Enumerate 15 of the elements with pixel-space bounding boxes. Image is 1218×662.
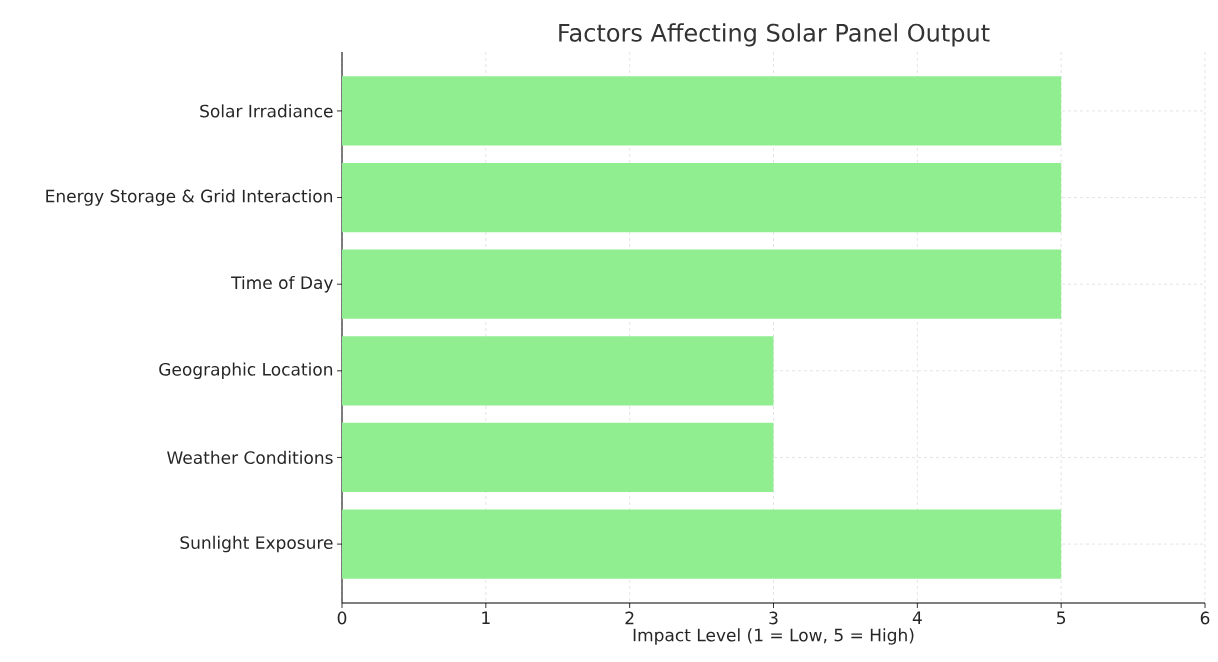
y-tick-label: Weather Conditions [167,450,333,465]
x-tick-label: 6 [1200,611,1210,625]
x-tick-label: 1 [482,611,490,624]
x-tick-label: 2 [625,611,634,625]
x-tick-label: 0 [337,611,347,625]
y-tick-label: Energy Storage & Grid Interaction [46,189,333,206]
y-tick-label: Geographic Location [159,362,333,380]
x-axis-title: Impact Level (1 = Low, 5 = High) [633,628,914,645]
x-tick-label: 4 [912,611,922,624]
x-tick-label: 3 [769,611,778,625]
y-tick-label: Sunlight Exposure [180,535,333,553]
x-tick-label: 5 [1057,611,1066,625]
y-tick-label: Solar Irradiance [200,104,333,118]
y-tick-label: Time of Day [231,275,333,293]
chart-title: Factors Affecting Solar Panel Output [559,23,990,47]
